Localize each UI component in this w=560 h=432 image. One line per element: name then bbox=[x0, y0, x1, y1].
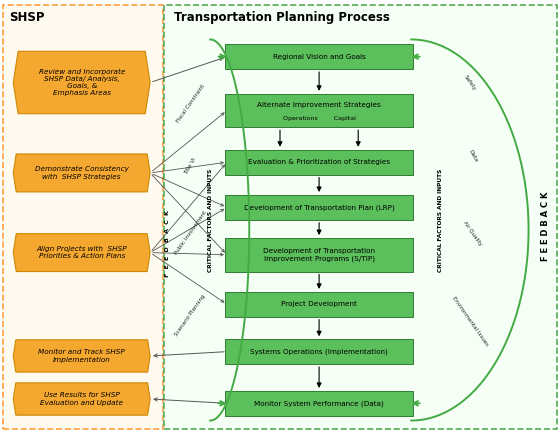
FancyBboxPatch shape bbox=[225, 339, 413, 364]
FancyBboxPatch shape bbox=[225, 238, 413, 272]
Polygon shape bbox=[13, 51, 150, 114]
FancyBboxPatch shape bbox=[225, 195, 413, 220]
Text: SHSP: SHSP bbox=[9, 12, 45, 25]
FancyBboxPatch shape bbox=[3, 5, 163, 429]
Text: Fiscal Constraint: Fiscal Constraint bbox=[176, 84, 206, 124]
Text: Transportation Planning Process: Transportation Planning Process bbox=[174, 12, 390, 25]
Text: Systems Operations (Implementation): Systems Operations (Implementation) bbox=[250, 348, 388, 355]
Text: F E E D B A C K: F E E D B A C K bbox=[542, 192, 550, 261]
Text: CRITICAL FACTORS AND INPUTS: CRITICAL FACTORS AND INPUTS bbox=[438, 168, 444, 272]
Text: Project Development: Project Development bbox=[281, 301, 357, 307]
Polygon shape bbox=[13, 383, 150, 415]
FancyBboxPatch shape bbox=[225, 44, 413, 69]
Text: Safety: Safety bbox=[463, 74, 477, 91]
Text: Review and Incorporate
SHSP Data/ Analysis,
Goals, &
Emphasis Areas: Review and Incorporate SHSP Data/ Analys… bbox=[39, 69, 125, 96]
Text: Operations        Capital: Operations Capital bbox=[283, 116, 356, 121]
FancyBboxPatch shape bbox=[225, 292, 413, 317]
Text: Monitor and Track SHSP
Implementation: Monitor and Track SHSP Implementation bbox=[38, 349, 125, 362]
Text: Regional Vision and Goals: Regional Vision and Goals bbox=[273, 54, 366, 60]
Text: F  E  E  D  B  A  C  K: F E E D B A C K bbox=[165, 210, 170, 277]
Text: Public Involvement: Public Involvement bbox=[174, 210, 208, 256]
Text: Development of Transportation
Improvement Programs (S/TIP): Development of Transportation Improvemen… bbox=[263, 248, 375, 261]
Text: Use Results for SHSP
Evaluation and Update: Use Results for SHSP Evaluation and Upda… bbox=[40, 392, 123, 406]
Text: Align Projects with  SHSP
Priorities & Action Plans: Align Projects with SHSP Priorities & Ac… bbox=[36, 246, 127, 259]
Text: Monitor System Performance (Data): Monitor System Performance (Data) bbox=[254, 400, 384, 407]
Text: Demonstrate Consistency
with  SHSP Strategies: Demonstrate Consistency with SHSP Strate… bbox=[35, 166, 129, 180]
Polygon shape bbox=[13, 154, 150, 192]
Text: Air Quality: Air Quality bbox=[463, 220, 483, 247]
Text: Title VI: Title VI bbox=[184, 157, 198, 176]
Text: Data: Data bbox=[467, 149, 478, 163]
FancyBboxPatch shape bbox=[225, 149, 413, 175]
Text: Evaluation & Prioritization of Strategies: Evaluation & Prioritization of Strategie… bbox=[248, 159, 390, 165]
Text: Environmental Issues: Environmental Issues bbox=[451, 296, 489, 347]
Text: Alternate Improvement Strategies: Alternate Improvement Strategies bbox=[257, 102, 381, 108]
Polygon shape bbox=[13, 234, 150, 272]
FancyBboxPatch shape bbox=[165, 5, 557, 429]
FancyBboxPatch shape bbox=[225, 391, 413, 416]
Polygon shape bbox=[13, 340, 150, 372]
Text: Scenario Planning: Scenario Planning bbox=[174, 293, 207, 337]
Text: CRITICAL FACTORS AND INPUTS: CRITICAL FACTORS AND INPUTS bbox=[208, 168, 213, 272]
FancyBboxPatch shape bbox=[225, 94, 413, 127]
Text: Development of Transportation Plan (LRP): Development of Transportation Plan (LRP) bbox=[244, 204, 394, 211]
